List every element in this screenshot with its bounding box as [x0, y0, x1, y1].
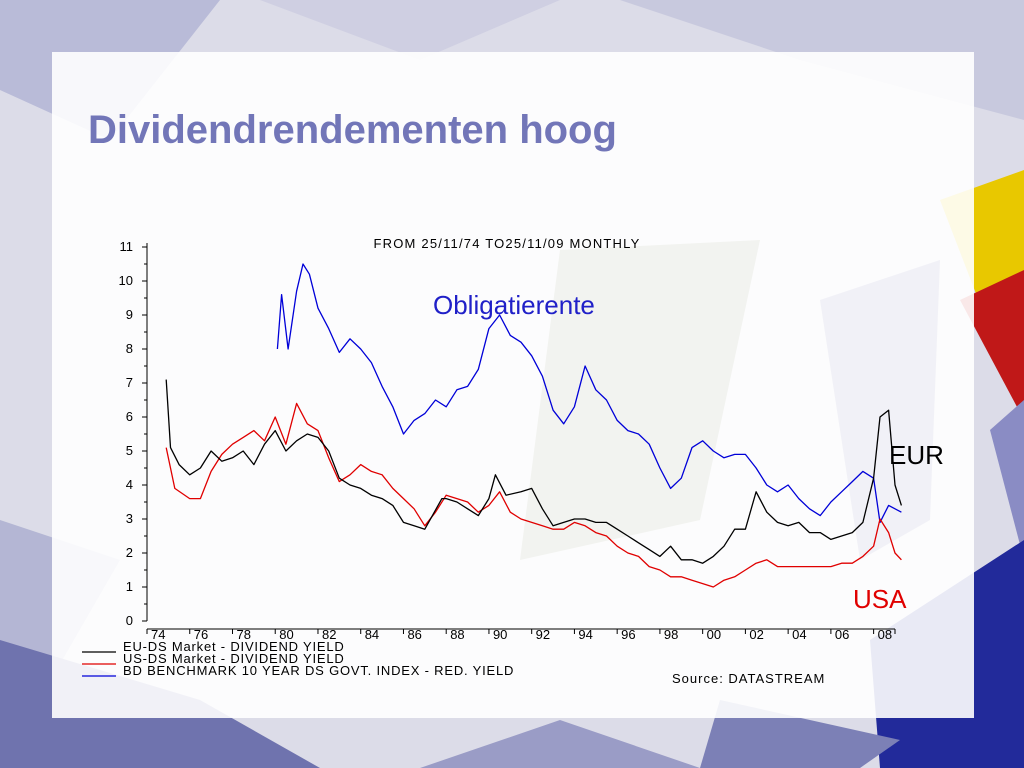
- slide-panel: [52, 52, 974, 718]
- y-tick-label: 10: [119, 273, 133, 288]
- annotation-obligatierente: Obligatierente: [433, 290, 595, 320]
- x-tick-label: 86: [407, 627, 421, 642]
- x-tick-label: 88: [450, 627, 464, 642]
- x-tick-label: 98: [664, 627, 678, 642]
- x-tick-label: 78: [236, 627, 250, 642]
- chart-source: Source: DATASTREAM: [672, 671, 825, 686]
- series-line-0: [165, 379, 903, 564]
- x-tick-label: 06: [835, 627, 849, 642]
- y-tick-label: 9: [126, 307, 133, 322]
- x-tick-label: 08: [878, 627, 892, 642]
- series-line-1: [165, 402, 902, 588]
- x-tick-label: 92: [536, 627, 550, 642]
- y-tick-label: 4: [126, 477, 133, 492]
- x-tick-label: 96: [621, 627, 635, 642]
- x-tick-label: 04: [792, 627, 806, 642]
- annotation-eur: EUR: [889, 440, 944, 470]
- y-tick-label: 2: [126, 545, 133, 560]
- x-tick-label: 82: [322, 627, 336, 642]
- series-line-2: [276, 263, 902, 524]
- x-tick-label: 76: [194, 627, 208, 642]
- x-tick-label: 84: [365, 627, 379, 642]
- y-tick-label: 7: [126, 375, 133, 390]
- y-tick-label: 11: [120, 239, 134, 254]
- y-tick-label: 1: [126, 579, 133, 594]
- y-tick-label: 8: [126, 341, 133, 356]
- x-tick-label: 00: [707, 627, 721, 642]
- legend-label: BD BENCHMARK 10 YEAR DS GOVT. INDEX - RE…: [123, 663, 514, 678]
- slide-title: Dividendrendementen hoog: [88, 108, 617, 152]
- y-tick-label: 6: [126, 409, 133, 424]
- y-tick-label: 5: [126, 443, 133, 458]
- legend-label: EU-DS Market - DIVIDEND YIELD: [123, 639, 345, 654]
- chart-title: FROM 25/11/74 TO25/11/09 MONTHLY: [374, 236, 641, 251]
- x-tick-label: 80: [279, 627, 293, 642]
- x-tick-label: 02: [749, 627, 763, 642]
- legend-label: US-DS Market - DIVIDEND YIELD: [123, 651, 345, 666]
- x-tick-label: 90: [493, 627, 507, 642]
- annotation-usa: USA: [853, 584, 907, 614]
- y-tick-label: 0: [126, 613, 133, 628]
- chart-series: [165, 263, 903, 588]
- y-tick-label: 3: [126, 511, 133, 526]
- x-tick-label: 94: [578, 627, 592, 642]
- x-tick-label: 74: [151, 627, 165, 642]
